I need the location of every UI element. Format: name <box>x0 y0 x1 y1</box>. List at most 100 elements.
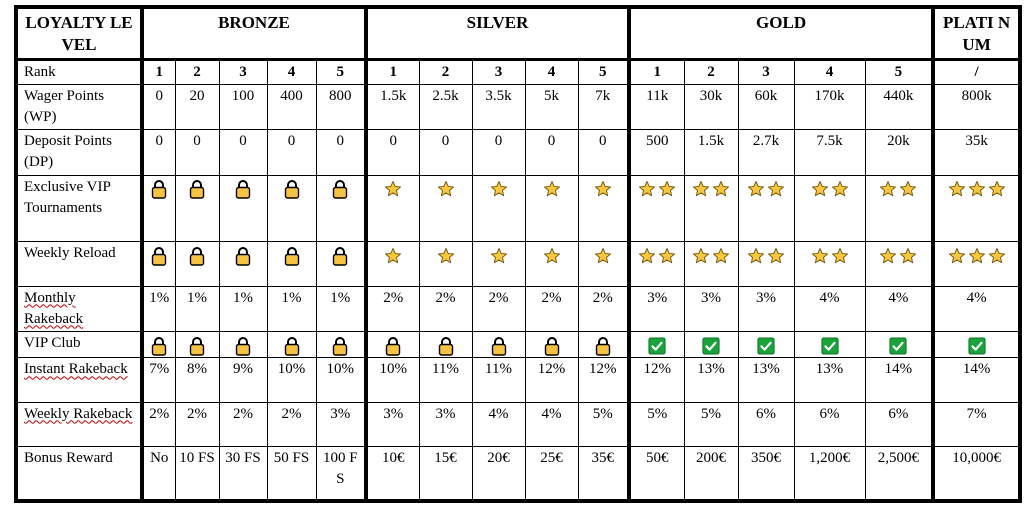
table-cell: 25€ <box>524 445 579 503</box>
star-icon <box>767 180 785 198</box>
icon-group <box>179 177 216 200</box>
table-cell <box>266 331 317 359</box>
table-cell: 2% <box>140 401 176 447</box>
icon-group <box>529 333 575 356</box>
table-cell: 7% <box>931 401 1023 447</box>
table-cell: 0 <box>266 129 317 176</box>
table-cell: 6% <box>793 401 866 447</box>
deposit-points-row: Deposit Points (DP) 0 0 0 0 0 0 0 0 0 0 500 1.5k 2.7k… <box>14 129 1023 176</box>
row-label: Monthly Rakeback <box>14 285 143 333</box>
icon-group <box>634 177 681 200</box>
table-cell: 1 <box>140 58 176 86</box>
table-cell <box>683 174 739 243</box>
row-label: Exclusive VIP Tournaments <box>14 174 143 243</box>
icon-group <box>147 243 172 266</box>
tier-header-gold: GOLD <box>627 4 934 61</box>
vip-club-row: VIP Club <box>14 331 1023 359</box>
table-cell: 15€ <box>418 445 473 503</box>
table-cell <box>174 174 220 243</box>
table-cell <box>471 331 526 359</box>
table-cell: 10% <box>315 357 367 403</box>
icon-group <box>688 177 735 200</box>
table-cell: 5 <box>864 58 934 86</box>
table-cell: 2% <box>364 285 420 333</box>
row-label: Instant Rakeback <box>14 357 143 403</box>
icon-group <box>938 333 1015 356</box>
table-cell <box>737 174 795 243</box>
padlock-icon <box>284 336 300 356</box>
star-icon <box>543 247 561 265</box>
table-cell: 1% <box>218 285 268 333</box>
table-cell: 6% <box>737 401 795 447</box>
table-cell: 3% <box>364 401 420 447</box>
star-icon <box>490 180 508 198</box>
table-cell <box>174 241 220 287</box>
table-cell: 12% <box>524 357 579 403</box>
icon-group <box>271 333 313 356</box>
star-icon <box>594 180 612 198</box>
icon-group <box>179 333 216 356</box>
table-cell: 50€ <box>627 445 685 503</box>
star-icon <box>692 180 710 198</box>
star-icon <box>384 247 402 265</box>
table-cell <box>174 331 220 359</box>
table-cell: 350€ <box>737 445 795 503</box>
table-cell <box>577 331 630 359</box>
bonus-reward-row: Bonus Reward No 10 FS 30 FS 50 FS 100 FS 10€ 15… <box>14 445 1023 503</box>
icon-group <box>688 243 735 266</box>
table-cell: 6% <box>864 401 934 447</box>
row-label-text: Deposit Points (DP) <box>24 133 112 171</box>
star-icon <box>638 247 656 265</box>
star-icon <box>543 180 561 198</box>
icon-group <box>271 243 313 266</box>
tier-header-bronze: BRONZE <box>140 4 367 61</box>
table-cell: 0 <box>140 129 176 176</box>
table-cell: 1.5k <box>364 84 420 131</box>
star-icon <box>658 247 676 265</box>
icon-group <box>634 333 681 356</box>
table-cell <box>683 331 739 359</box>
table-cell: / <box>931 58 1023 86</box>
row-label-text: Monthly Rakeback <box>24 289 84 327</box>
table-cell <box>931 241 1023 287</box>
checkmark-icon <box>968 337 986 355</box>
table-cell: 170k <box>793 84 866 131</box>
table-cell: 200€ <box>683 445 739 503</box>
icon-group <box>476 177 522 200</box>
icon-group <box>582 333 625 356</box>
row-label-text: Instant Rakeback <box>24 361 128 378</box>
table-cell: 0 <box>140 84 176 131</box>
star-icon <box>747 247 765 265</box>
icon-group <box>742 243 791 266</box>
row-label: Weekly Reload <box>14 241 143 287</box>
table-cell <box>140 241 176 287</box>
monthly-rakeback-row: Monthly Rakeback 1% 1% 1% 1% 1% 2% 2% 2% 2% 2% 3% 3%… <box>14 285 1023 333</box>
table-cell: 4% <box>471 401 526 447</box>
padlock-icon <box>595 336 611 356</box>
star-icon <box>988 247 1006 265</box>
padlock-icon <box>438 336 454 356</box>
table-cell: 1% <box>315 285 367 333</box>
table-cell: 2,500€ <box>864 445 934 503</box>
table-cell <box>793 241 866 287</box>
table-cell <box>364 331 420 359</box>
table-cell <box>266 174 317 243</box>
padlock-icon <box>284 246 300 266</box>
padlock-icon <box>189 179 205 200</box>
padlock-icon <box>235 336 251 356</box>
weekly-reload-row: Weekly Reload <box>14 241 1023 287</box>
star-icon <box>899 247 917 265</box>
row-label-text: Exclusive VIP Tournaments <box>24 178 111 216</box>
table-cell <box>218 331 268 359</box>
tier-header-silver: SILVER <box>363 4 630 61</box>
table-cell <box>140 331 176 359</box>
row-label: Rank <box>14 58 143 86</box>
table-cell <box>577 174 630 243</box>
table-cell: 3% <box>418 401 473 447</box>
table-cell: 50 FS <box>266 445 317 503</box>
table-cell <box>683 241 739 287</box>
table-cell <box>218 241 268 287</box>
table-cell <box>315 331 367 359</box>
table-cell: 10,000€ <box>931 445 1023 503</box>
table-cell: 11% <box>471 357 526 403</box>
